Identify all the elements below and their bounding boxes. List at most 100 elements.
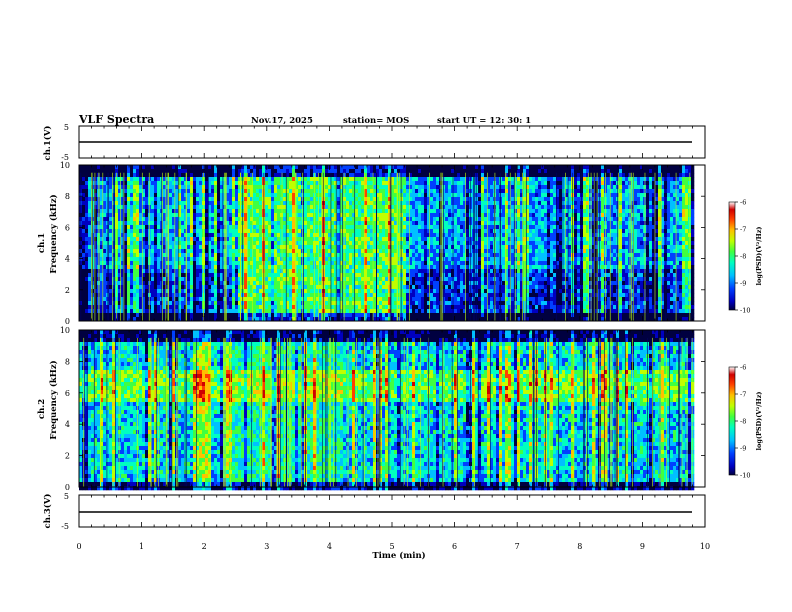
spectrogram-cell xyxy=(265,305,269,310)
spectrogram-cell xyxy=(451,229,455,234)
spectrogram-cell xyxy=(214,293,218,298)
spectrogram-cell xyxy=(343,217,347,222)
spectrogram-cell xyxy=(451,285,455,290)
spectrogram-cell xyxy=(181,297,185,302)
spectrogram-cell xyxy=(142,253,146,258)
spectrogram-cell xyxy=(211,281,215,286)
spectrogram-cell xyxy=(364,269,368,274)
spectrogram-cell xyxy=(376,277,380,282)
spectrogram-cell xyxy=(199,257,203,262)
spectrogram-cell xyxy=(295,201,299,206)
spectrogram-cell xyxy=(124,189,128,194)
spectrogram-cell xyxy=(205,293,209,298)
spectrogram-cell xyxy=(436,261,440,266)
spectrogram-cell xyxy=(376,289,380,294)
spectrogram-cell xyxy=(361,225,365,230)
spectrogram-cell xyxy=(445,237,449,242)
spectrogram-cell xyxy=(406,313,410,318)
spectrogram-cell xyxy=(256,181,260,186)
spectrogram-cell xyxy=(205,261,209,266)
spectrogram-cell xyxy=(295,285,299,290)
spectrogram-cell xyxy=(250,229,254,234)
spectrogram-cell xyxy=(229,317,233,322)
spectrogram-cell xyxy=(331,213,335,218)
spectrogram-cell xyxy=(190,257,194,262)
spectrogram-cell xyxy=(265,217,269,222)
spectrogram-cell xyxy=(247,297,251,302)
spectrogram-cell xyxy=(193,173,197,178)
spectrogram-cell xyxy=(430,281,434,286)
spectrogram-cell xyxy=(280,309,284,314)
spectrogram-cell xyxy=(124,261,128,266)
spectrogram-cell xyxy=(130,217,134,222)
spectrogram-cell xyxy=(319,237,323,242)
spectrogram-cell xyxy=(286,181,290,186)
spectrogram-cell xyxy=(283,185,287,190)
spectrogram-cell xyxy=(403,177,407,182)
spectrogram-cell xyxy=(253,253,257,258)
spectrogram-cell xyxy=(430,205,434,210)
spectrogram-cell xyxy=(409,305,413,310)
spectrogram-cell xyxy=(349,253,353,258)
spectrogram-cell xyxy=(127,177,131,182)
spectrogram-cell xyxy=(217,177,221,182)
spectrogram-cell xyxy=(229,245,233,250)
spectrogram-cell xyxy=(349,213,353,218)
spectrogram-cell xyxy=(445,221,449,226)
spectrogram-cell xyxy=(82,309,86,314)
spectrogram-cell xyxy=(217,297,221,302)
spectrogram-cell xyxy=(397,169,401,174)
spectrogram-cell xyxy=(358,269,362,274)
spectrogram-cell xyxy=(361,277,365,282)
spectrogram-cell xyxy=(259,181,263,186)
spectrogram-cell xyxy=(229,173,233,178)
spectrogram-cell xyxy=(130,221,134,226)
spectrogram-cell xyxy=(265,173,269,178)
spectrogram-cell xyxy=(178,205,182,210)
spectrogram-cell xyxy=(205,193,209,198)
spectrogram-cell xyxy=(406,241,410,246)
spectrogram-cell xyxy=(184,273,188,278)
spectrogram-cell xyxy=(418,305,422,310)
spectrogram-cell xyxy=(193,269,197,274)
spectrogram-cell xyxy=(157,265,161,270)
spectrogram-cell xyxy=(382,277,386,282)
spectrogram-cell xyxy=(256,209,260,214)
spectrogram-cell xyxy=(298,181,302,186)
spectrogram-cell xyxy=(235,285,239,290)
spectrogram-cell xyxy=(358,241,362,246)
spectrogram-cell xyxy=(370,313,374,318)
spectrogram-cell xyxy=(181,285,185,290)
spectrogram-cell xyxy=(208,285,212,290)
spectrogram-cell xyxy=(109,221,113,226)
spectrogram-cell xyxy=(394,197,398,202)
spectrogram-cell xyxy=(187,205,191,210)
spectrogram-cell xyxy=(157,269,161,274)
spectrogram-cell xyxy=(292,285,296,290)
spectrogram-cell xyxy=(244,269,248,274)
spectrogram-cell xyxy=(316,229,320,234)
spectrogram-cell xyxy=(304,245,308,250)
spectrogram-cell xyxy=(382,229,386,234)
spectrogram-cell xyxy=(430,165,434,170)
spectrogram-cell xyxy=(316,237,320,242)
spectrogram-cell xyxy=(247,205,251,210)
spectrogram-cell xyxy=(412,281,416,286)
spectrogram-cell xyxy=(406,201,410,206)
spectrogram-cell xyxy=(232,233,236,238)
spectrogram-cell xyxy=(178,309,182,314)
spectrogram-cell xyxy=(130,269,134,274)
spectrogram-cell xyxy=(139,281,143,286)
spectrogram-cell xyxy=(364,241,368,246)
spectrogram-cell xyxy=(250,209,254,214)
spectrogram-cell xyxy=(415,237,419,242)
spectrogram-cell xyxy=(100,201,104,206)
spectrogram-cell xyxy=(268,317,272,322)
spectrogram-cell xyxy=(268,253,272,258)
spectrogram-cell xyxy=(412,301,416,306)
spectrogram-cell xyxy=(229,249,233,254)
spectrogram-cell xyxy=(298,285,302,290)
spectrogram-cell xyxy=(367,265,371,270)
spectrogram-cell xyxy=(151,169,155,174)
spectrogram-cell xyxy=(364,189,368,194)
